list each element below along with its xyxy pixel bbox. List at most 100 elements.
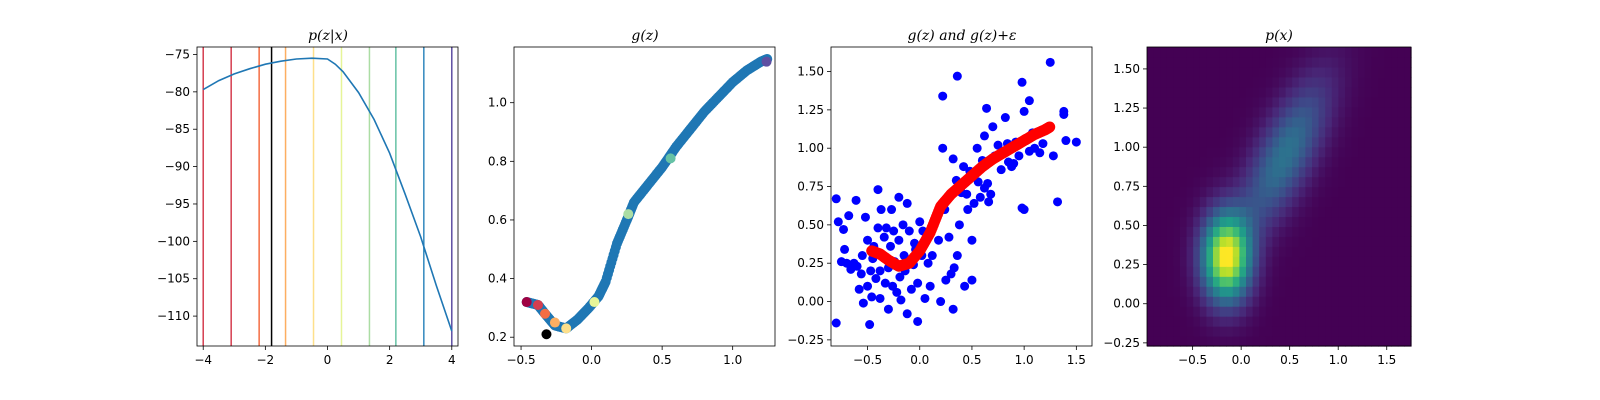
heatmap-cell bbox=[1371, 306, 1379, 317]
heatmap-cell bbox=[1206, 236, 1214, 247]
heatmap-cell bbox=[1226, 186, 1234, 198]
noisy-point bbox=[927, 251, 937, 261]
noisy-point bbox=[969, 198, 979, 208]
heatmap-cell bbox=[1378, 76, 1386, 88]
heatmap-cell bbox=[1232, 256, 1240, 267]
heatmap-cell bbox=[1325, 166, 1333, 178]
heatmap-cell bbox=[1180, 216, 1188, 227]
heatmap-cell bbox=[1345, 96, 1353, 108]
heatmap-cell bbox=[1265, 296, 1273, 307]
heatmap-cell bbox=[1312, 316, 1320, 327]
heatmap-cell bbox=[1325, 56, 1333, 68]
heatmap-cell bbox=[1358, 306, 1366, 317]
y-tick-label: −100 bbox=[157, 234, 190, 248]
heatmap-cell bbox=[1232, 136, 1240, 148]
heatmap-cell bbox=[1272, 276, 1280, 287]
heatmap-cell bbox=[1404, 176, 1412, 188]
noisy-point bbox=[1059, 109, 1069, 119]
heatmap-cell bbox=[1397, 56, 1405, 68]
heatmap-cell bbox=[1239, 106, 1247, 118]
heatmap-cell bbox=[1226, 76, 1234, 88]
heatmap-cell bbox=[1166, 266, 1174, 277]
heatmap-cell bbox=[1312, 136, 1320, 148]
y-tick-label: 0.75 bbox=[797, 180, 824, 194]
y-tick-label: −0.25 bbox=[787, 333, 824, 347]
heatmap-cell bbox=[1213, 286, 1221, 297]
noisy-point bbox=[895, 272, 905, 282]
heatmap-cell bbox=[1331, 166, 1339, 178]
heatmap-cell bbox=[1153, 326, 1161, 337]
heatmap-cell bbox=[1206, 47, 1214, 58]
heatmap-cell bbox=[1318, 206, 1326, 218]
y-tick-label: 0.25 bbox=[797, 256, 824, 270]
x-tick-label: −2 bbox=[257, 353, 275, 367]
heatmap-cell bbox=[1364, 136, 1372, 148]
highlight-point bbox=[540, 308, 551, 319]
heatmap-cell bbox=[1193, 196, 1201, 208]
noisy-point bbox=[840, 244, 850, 254]
heatmap-cell bbox=[1371, 236, 1379, 247]
heatmap-cell bbox=[1180, 156, 1188, 168]
heatmap-cell bbox=[1213, 296, 1221, 307]
heatmap-cell bbox=[1153, 136, 1161, 148]
heatmap-cell bbox=[1265, 136, 1273, 148]
noisy-point bbox=[902, 198, 912, 208]
heatmap-cell bbox=[1252, 306, 1260, 317]
heatmap-cell bbox=[1364, 47, 1372, 58]
heatmap-cell bbox=[1239, 266, 1247, 277]
heatmap-cell bbox=[1173, 206, 1181, 218]
heatmap-cell bbox=[1279, 126, 1287, 138]
heatmap-cell bbox=[1252, 116, 1260, 128]
heatmap-cell bbox=[1193, 136, 1201, 148]
heatmap-cell bbox=[1397, 246, 1405, 257]
heatmap-cell bbox=[1279, 76, 1287, 88]
heatmap-cell bbox=[1265, 146, 1273, 158]
heatmap-cell bbox=[1364, 126, 1372, 138]
noisy-point bbox=[875, 266, 885, 276]
heatmap-cell bbox=[1246, 176, 1254, 188]
heatmap-cell bbox=[1404, 276, 1412, 287]
heatmap-cell bbox=[1331, 316, 1339, 327]
heatmap-cell bbox=[1226, 126, 1234, 138]
heatmap-cell bbox=[1285, 176, 1293, 188]
noisy-point bbox=[880, 278, 890, 288]
heatmap-cell bbox=[1166, 76, 1174, 88]
heatmap-cell bbox=[1285, 256, 1293, 267]
noisy-point bbox=[973, 177, 983, 187]
heatmap-cell bbox=[1193, 276, 1201, 287]
heatmap-cell bbox=[1391, 86, 1399, 98]
heatmap-cell bbox=[1331, 336, 1339, 347]
heatmap-cell bbox=[1173, 246, 1181, 257]
heatmap-cell bbox=[1384, 196, 1392, 208]
heatmap-cell bbox=[1272, 106, 1280, 118]
heatmap-cell bbox=[1298, 56, 1306, 68]
heatmap-cell bbox=[1378, 66, 1386, 78]
heatmap-cell bbox=[1298, 86, 1306, 98]
heatmap-cell bbox=[1193, 266, 1201, 277]
heatmap-cell bbox=[1186, 66, 1194, 78]
heatmap-cell bbox=[1219, 136, 1227, 148]
heatmap-cell bbox=[1404, 206, 1412, 218]
heatmap-cell bbox=[1391, 336, 1399, 347]
heatmap-cell bbox=[1180, 246, 1188, 257]
heatmap-cell bbox=[1325, 176, 1333, 188]
heatmap-cell bbox=[1404, 96, 1412, 108]
noisy-point bbox=[1019, 205, 1029, 215]
heatmap-cell bbox=[1298, 146, 1306, 158]
y-tick-label: 0.2 bbox=[488, 330, 507, 344]
heatmap-cell bbox=[1160, 226, 1168, 237]
heatmap-cell bbox=[1272, 66, 1280, 78]
heatmap-cell bbox=[1298, 126, 1306, 138]
noisy-point bbox=[892, 287, 902, 297]
heatmap-cell bbox=[1384, 316, 1392, 327]
heatmap-cell bbox=[1345, 316, 1353, 327]
heatmap-cell bbox=[1153, 166, 1161, 178]
heatmap-cell bbox=[1391, 276, 1399, 287]
y-tick-label: −0.25 bbox=[1103, 336, 1140, 350]
heatmap-cell bbox=[1160, 166, 1168, 178]
heatmap-cell bbox=[1298, 286, 1306, 297]
heatmap-cell bbox=[1404, 306, 1412, 317]
heatmap-cell bbox=[1371, 246, 1379, 257]
heatmap-cell bbox=[1397, 66, 1405, 78]
heatmap-cell bbox=[1318, 136, 1326, 148]
